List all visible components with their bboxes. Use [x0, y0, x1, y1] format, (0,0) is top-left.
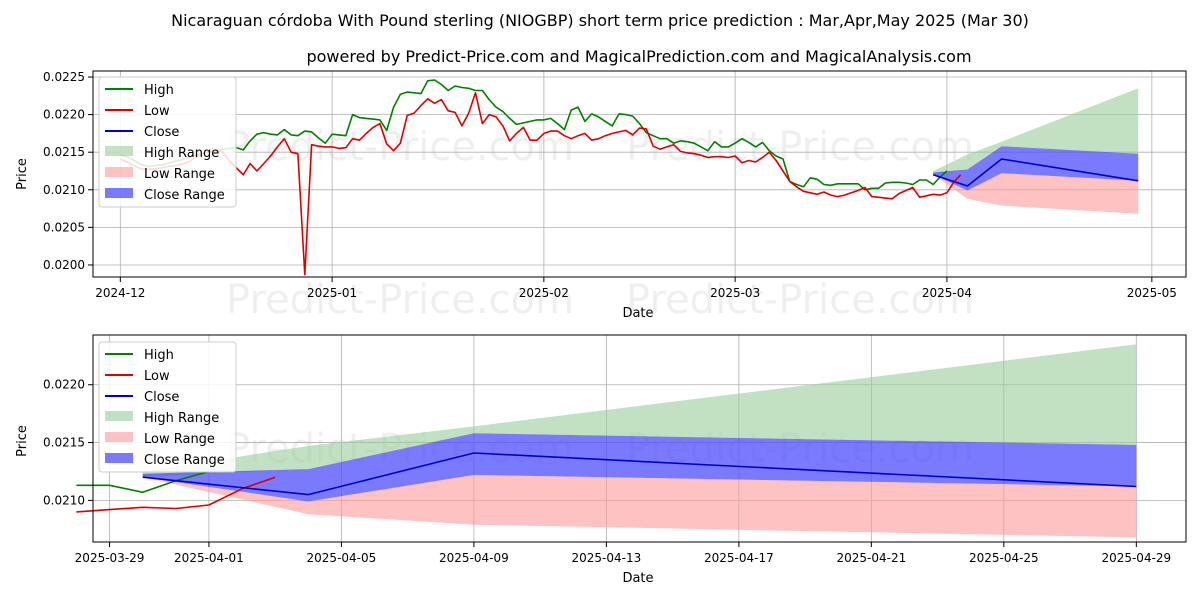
bot-xtick-label: 2025-04-01: [174, 551, 244, 565]
top-legend: High Low Close High Range Low Range Clos…: [98, 76, 237, 208]
top-high-range-band: [933, 88, 1139, 175]
bot-xtick-label: 2025-04-21: [836, 551, 906, 565]
top-ytick-label: 0.0200: [43, 258, 85, 272]
top-range-fills: [933, 88, 1139, 214]
top-watermark-3: Predict-Price.com: [226, 277, 574, 323]
bot-xtick-label: 2025-03-29: [75, 551, 145, 565]
top-legend-box: [98, 76, 237, 208]
bot-low-line: [76, 476, 276, 513]
top-xtick-label: 2025-01: [307, 286, 357, 300]
bot-ytick-label: 0.0215: [43, 436, 85, 450]
chart-title: Nicaraguan córdoba With Pound sterling (…: [171, 11, 1029, 30]
bottom-range-fills: [142, 344, 1137, 538]
bottom-legend-low-range-swatch: [105, 432, 133, 442]
bottom-legend-close-label: Close: [144, 390, 179, 405]
top-series-lines: [119, 79, 1139, 276]
top-ticks: 2024-12 2025-01 2025-02 2025-03 2025-04 2025-…: [43, 70, 1177, 300]
bottom-plot-frame: [92, 334, 1187, 543]
top-ylabel: Price: [15, 158, 30, 190]
bottom-legend: High Low Close High Range Low Range Clos…: [98, 341, 237, 473]
top-xtick-label: 2025-03: [710, 286, 760, 300]
top-xlabel: Date: [622, 306, 653, 321]
bottom-ylabel: Price: [15, 425, 30, 457]
bot-xtick-label: 2025-04-13: [572, 551, 642, 565]
top-legend-close-range-swatch: [105, 188, 133, 198]
top-legend-close-range-label: Close Range: [144, 188, 225, 203]
bottom-legend-close-range-swatch: [105, 453, 133, 463]
top-legend-high-range-swatch: [105, 146, 133, 156]
top-ytick-label: 0.0210: [43, 183, 85, 197]
bottom-ticks: 2025-03-29 2025-04-01 2025-04-05 2025-04-09…: [43, 378, 1171, 565]
bottom-legend-low-range-label: Low Range: [144, 432, 215, 447]
top-legend-close-label: Close: [144, 125, 179, 140]
bottom-series-lines: [76, 452, 1137, 513]
top-high-line: [120, 79, 948, 191]
top-watermark-4: Predict-Price.com: [626, 277, 974, 323]
bot-high-line: [76, 470, 210, 494]
bot-xtick-label: 2025-04-09: [439, 551, 509, 565]
top-xtick-label: 2025-05: [1127, 286, 1177, 300]
bottom-legend-close-range-label: Close Range: [144, 453, 225, 468]
top-panel: Predict-Price.com Predict-Price.com Pred…: [15, 70, 1187, 323]
top-legend-low-range-swatch: [105, 167, 133, 177]
top-low-range-band: [933, 173, 1139, 214]
bot-low-range-band: [142, 474, 1137, 538]
top-ytick-label: 0.0215: [43, 145, 85, 159]
bot-xtick-label: 2025-04-29: [1101, 551, 1171, 565]
top-legend-high-label: High: [144, 83, 174, 98]
bot-ytick-label: 0.0210: [43, 493, 85, 507]
top-xtick-label: 2025-02: [519, 286, 569, 300]
top-ytick-label: 0.0225: [43, 70, 85, 84]
top-close-line: [932, 158, 1139, 187]
top-ytick-label: 0.0205: [43, 220, 85, 234]
top-close-range-band: [933, 146, 1139, 191]
bottom-legend-high-range-label: High Range: [144, 411, 219, 426]
top-xtick-label: 2025-04: [922, 286, 972, 300]
top-watermark-2: Predict-Price.com: [626, 124, 974, 170]
top-xtick-label: 2024-12: [95, 286, 145, 300]
bot-close-line: [142, 452, 1137, 496]
top-watermark-1: Predict-Price.com: [226, 124, 574, 170]
chart-subtitle: powered by Predict-Price.com and Magical…: [306, 47, 971, 66]
top-legend-low-range-label: Low Range: [144, 167, 215, 182]
top-legend-low-label: Low: [144, 104, 170, 119]
bot-close-range-band: [142, 433, 1137, 502]
bottom-legend-high-range-swatch: [105, 411, 133, 421]
bottom-legend-low-label: Low: [144, 369, 170, 384]
bot-xtick-label: 2025-04-17: [704, 551, 774, 565]
bot-high-range-band: [142, 344, 1137, 478]
bot-xtick-label: 2025-04-05: [307, 551, 377, 565]
top-low-line: [119, 92, 962, 276]
bot-xtick-label: 2025-04-25: [969, 551, 1039, 565]
bottom-legend-high-label: High: [144, 348, 174, 363]
bottom-legend-box: [98, 341, 237, 473]
top-ytick-label: 0.0220: [43, 108, 85, 122]
top-plot-frame: [92, 70, 1187, 278]
bot-ytick-label: 0.0220: [43, 378, 85, 392]
bottom-panel: Predict-Price.com Predict-Price.com 2025…: [15, 334, 1187, 586]
top-legend-high-range-label: High Range: [144, 146, 219, 161]
bottom-xlabel: Date: [622, 571, 653, 586]
